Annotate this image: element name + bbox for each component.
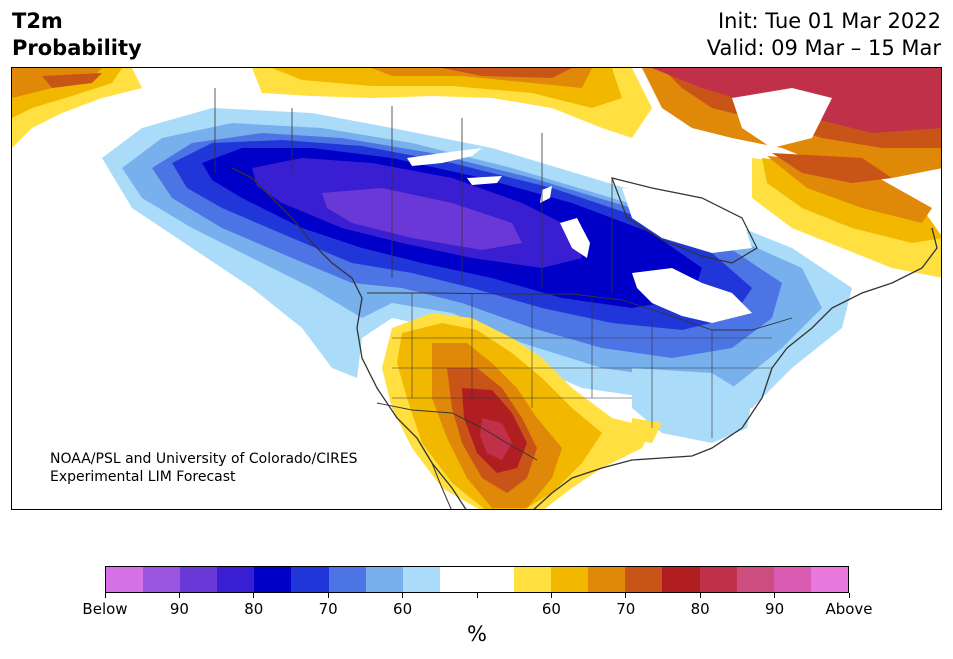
colorbar-tick: [327, 593, 329, 598]
state-lines: [392, 293, 772, 438]
colorbar-segment: [514, 567, 552, 592]
baja-peninsula: [416, 437, 452, 509]
valid-period: Valid: 09 Mar – 15 Mar: [706, 36, 941, 60]
colorbar-segment: [662, 567, 700, 592]
colorbar-tick: [402, 593, 404, 598]
pacific-white: [12, 228, 300, 509]
warm-region-labrador-4: [772, 153, 892, 183]
colorbar-tick-label: 80: [244, 600, 264, 618]
colorbar-segment: [180, 567, 218, 592]
warm-region-southwest-6: [480, 418, 512, 460]
colorbar-segment: [217, 567, 255, 592]
probability-map: [12, 68, 941, 509]
us-mexico-border: [376, 402, 538, 461]
init-date: Init: Tue 01 Mar 2022: [717, 9, 941, 33]
gulf-coastline: [533, 347, 788, 509]
forecast-dates: Init: Tue 01 Mar 2022 Valid: 09 Mar – 15…: [707, 8, 941, 62]
east-coastline: [786, 227, 938, 349]
colorbar-segment: [254, 567, 292, 592]
cold-region-7: [322, 188, 522, 250]
colorbar-tick-label: 90: [765, 600, 785, 618]
colorbar-tick-label: 70: [616, 600, 636, 618]
colorbar-tick: [253, 593, 255, 598]
title-line-1: T2m: [12, 9, 63, 33]
warm-region-florida: [632, 418, 662, 443]
warm-region-northwest-peak: [42, 73, 102, 88]
colorbar-tick: [774, 593, 776, 598]
province-lines: [214, 88, 613, 293]
colorbar-segment: [291, 567, 329, 592]
warm-region-north-4: [442, 68, 572, 78]
hudson-coastline: [611, 177, 758, 264]
colorbar-segment: [476, 567, 515, 592]
map-panel: NOAA/PSL and University of Colorado/CIRE…: [11, 67, 942, 510]
colorbar-segment: [588, 567, 626, 592]
colorbar-tick: [625, 593, 627, 598]
colorbar-segment: [328, 567, 366, 592]
credit-text: NOAA/PSL and University of Colorado/CIRE…: [50, 450, 358, 486]
colorbar-tick-label: 60: [393, 600, 413, 618]
colorbar-segment: [551, 567, 589, 592]
great-lakes: [632, 268, 752, 323]
colorbar-tick: [550, 593, 552, 598]
colorbar-tick-label: Below: [82, 600, 128, 618]
colorbar-unit-label: %: [467, 622, 487, 646]
colorbar-segment: [402, 567, 440, 592]
title-line-2: Probability: [12, 36, 142, 60]
colorbar-segment: [106, 567, 144, 592]
colorbar-tick-label: 90: [169, 600, 189, 618]
colorbar-tick-label: Above: [825, 600, 873, 618]
colorbar-segment: [625, 567, 663, 592]
hudson-white: [622, 188, 752, 253]
colorbar-segment: [736, 567, 774, 592]
lake-slave: [467, 176, 502, 185]
credit-line-1: NOAA/PSL and University of Colorado/CIRE…: [50, 451, 358, 467]
colorbar-tick: [104, 593, 106, 598]
colorbar: [105, 566, 849, 593]
colorbar-tick: [476, 593, 478, 598]
map-title: T2m Probability: [12, 8, 142, 62]
colorbar-segment: [365, 567, 403, 592]
lake-bear: [407, 148, 482, 166]
colorbar-tick: [699, 593, 701, 598]
colorbar-tick-label: 80: [690, 600, 710, 618]
colorbar-segment: [699, 567, 737, 592]
colorbar-tick-label: 60: [541, 600, 561, 618]
lake-winnipeg: [560, 218, 590, 258]
colorbar-tick: [178, 593, 180, 598]
colorbar-tick-label: 70: [318, 600, 338, 618]
colorbar-tick: [848, 593, 850, 598]
colorbar-segment: [810, 567, 848, 592]
lake-athabasca: [540, 186, 552, 203]
credit-line-2: Experimental LIM Forecast: [50, 469, 236, 485]
colorbar-segment: [439, 567, 477, 592]
colorbar-segment: [143, 567, 181, 592]
cold-region-southeast: [632, 368, 752, 443]
us-canada-border: [367, 292, 793, 331]
baffin-white: [732, 88, 832, 148]
colorbar-segment: [773, 567, 811, 592]
